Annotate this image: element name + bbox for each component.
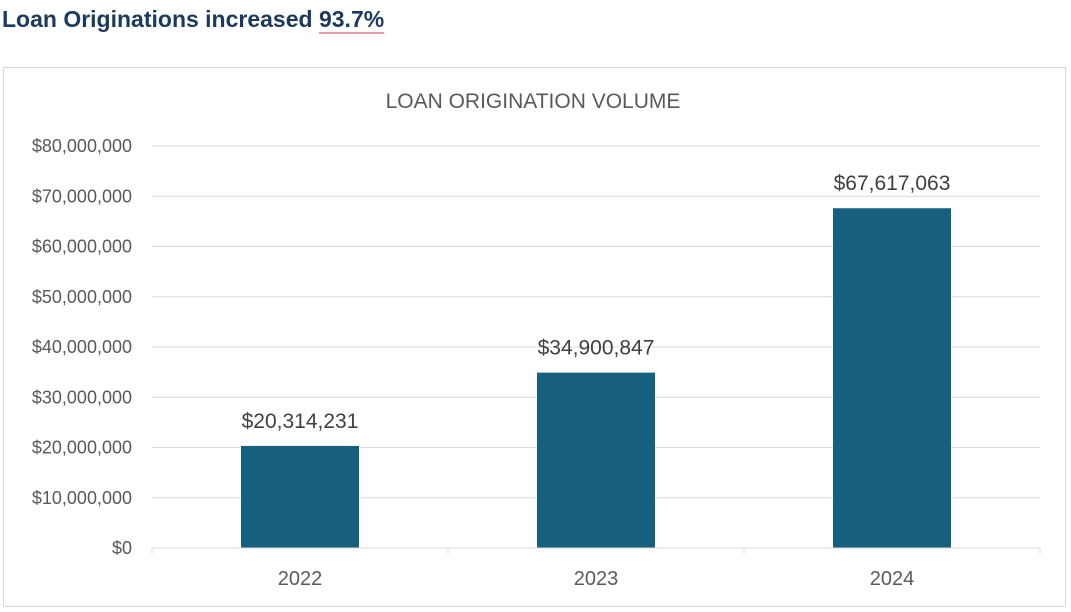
data-label-2022: $20,314,231 [242, 410, 359, 433]
y-axis-tick-labels: $0 $10,000,000 $20,000,000 $30,000,000 $40,0… [32, 136, 132, 558]
x-tick-label-2024: 2024 [870, 568, 915, 590]
y-tick-label: $60,000,000 [32, 237, 132, 257]
data-label-2023: $34,900,847 [538, 337, 655, 360]
x-axis: 2022 2023 2024 [151, 547, 1041, 590]
y-tick-label: $40,000,000 [32, 337, 132, 357]
x-tick-label-2022: 2022 [278, 568, 323, 590]
y-tick-label: $20,000,000 [32, 438, 132, 458]
bar-2024 [833, 208, 951, 549]
bars [241, 208, 951, 549]
headline-text: Loan Originations increased [2, 6, 319, 32]
y-tick-label: $70,000,000 [32, 186, 132, 206]
bar-2023 [537, 372, 655, 548]
bar-2022 [241, 445, 359, 548]
chart-title: LOAN ORIGINATION VOLUME [386, 90, 681, 113]
data-label-2024: $67,617,063 [834, 172, 951, 195]
y-tick-label: $30,000,000 [32, 387, 132, 407]
x-tick-label-2023: 2023 [574, 568, 619, 590]
y-tick-label: $50,000,000 [32, 287, 132, 307]
y-tick-label: $0 [112, 538, 132, 558]
data-labels: $20,314,231 $34,900,847 $67,617,063 [242, 172, 951, 433]
y-tick-label: $10,000,000 [32, 488, 132, 508]
headline: Loan Originations increased 93.7% [2, 4, 384, 34]
headline-percent: 93.7% [318, 6, 385, 32]
y-tick-label: $80,000,000 [32, 136, 132, 156]
